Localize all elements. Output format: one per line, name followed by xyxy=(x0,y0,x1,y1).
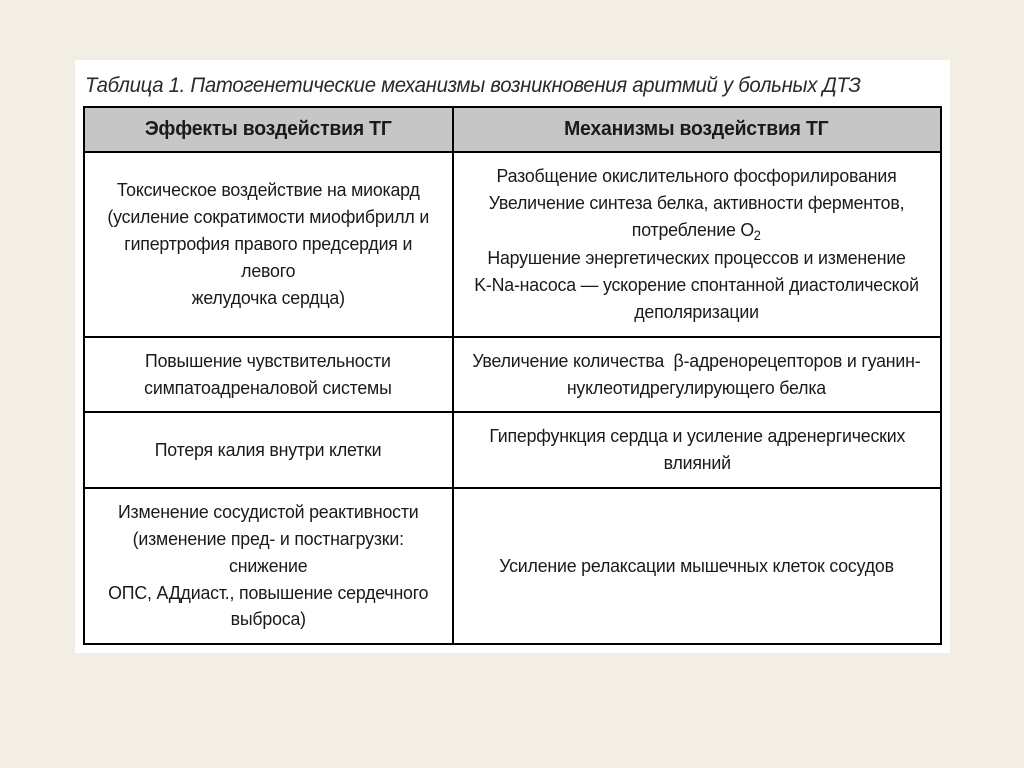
table-row: Изменение сосудистой реактивности(измене… xyxy=(84,488,941,644)
table-row: Потеря калия внутри клетки Гиперфункция … xyxy=(84,412,941,488)
cell-a: Повышение чувствительностисимпатоадренал… xyxy=(84,337,453,413)
table-panel: Таблица 1. Патогенетические механизмы во… xyxy=(75,60,950,653)
table-caption: Таблица 1. Патогенетические механизмы во… xyxy=(83,74,916,98)
header-col-b: Механизмы воздействия ТГ xyxy=(453,107,942,152)
cell-b: Разобщение окислительного фосфорилирован… xyxy=(453,152,942,337)
mechanisms-table: Эффекты воздействия ТГ Механизмы воздейс… xyxy=(83,106,942,645)
cell-b: Усиление релаксации мышечных клеток сосу… xyxy=(453,488,942,644)
cell-b: Гиперфункция сердца и усиление адренерги… xyxy=(453,412,942,488)
cell-b: Увеличение количества β-адренорецепторов… xyxy=(453,337,942,413)
table-row: Повышение чувствительностисимпатоадренал… xyxy=(84,337,941,413)
cell-a: Токсическое воздействие на миокард(усиле… xyxy=(84,152,453,337)
table-header-row: Эффекты воздействия ТГ Механизмы воздейс… xyxy=(84,107,941,152)
cell-a: Потеря калия внутри клетки xyxy=(84,412,453,488)
header-col-a: Эффекты воздействия ТГ xyxy=(84,107,453,152)
table-row: Токсическое воздействие на миокард(усиле… xyxy=(84,152,941,337)
cell-a: Изменение сосудистой реактивности(измене… xyxy=(84,488,453,644)
